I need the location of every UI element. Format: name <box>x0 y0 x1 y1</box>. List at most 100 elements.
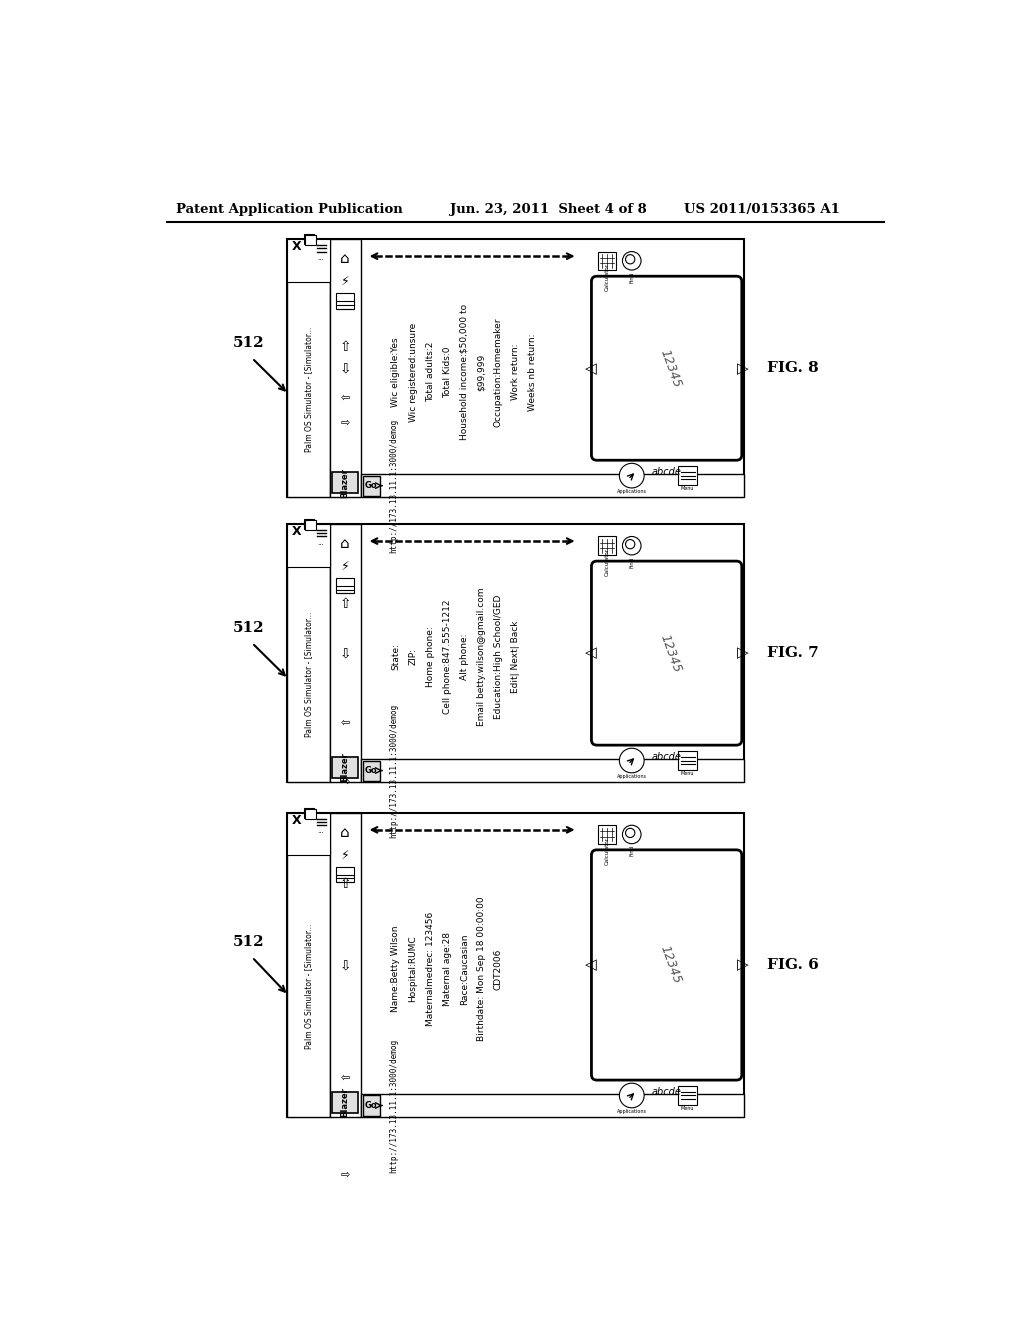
Text: Maternal age:28: Maternal age:28 <box>442 932 452 1006</box>
Text: ...: ... <box>316 540 324 545</box>
Text: 512: 512 <box>232 620 264 635</box>
Bar <box>330 524 360 781</box>
Text: http://173.13.11.1:3000/demog: http://173.13.11.1:3000/demog <box>389 418 398 553</box>
Bar <box>304 519 314 529</box>
Text: Race:Caucasian: Race:Caucasian <box>460 933 469 1005</box>
Text: abcde: abcde <box>651 1086 682 1097</box>
Text: Hospital:RUMC: Hospital:RUMC <box>409 936 418 1002</box>
FancyBboxPatch shape <box>592 850 741 1080</box>
Circle shape <box>620 1084 644 1107</box>
Text: ⌂: ⌂ <box>340 251 350 267</box>
Text: Cell phone:847.555-1212: Cell phone:847.555-1212 <box>442 599 452 714</box>
Circle shape <box>623 536 641 554</box>
Bar <box>336 293 354 309</box>
Circle shape <box>623 252 641 271</box>
Bar <box>330 813 360 1117</box>
Bar <box>287 813 744 1117</box>
Text: ⇦: ⇦ <box>340 392 349 403</box>
Text: Blazer: Blazer <box>341 1088 349 1117</box>
Text: ▷: ▷ <box>736 360 749 376</box>
Text: Find: Find <box>630 272 634 282</box>
Bar <box>336 867 354 882</box>
Circle shape <box>620 463 644 488</box>
Text: Alt phone:: Alt phone: <box>460 634 469 680</box>
Text: ◁: ◁ <box>585 360 597 376</box>
Text: Wic eligible:Yes: Wic eligible:Yes <box>391 338 400 407</box>
Text: ZIP:: ZIP: <box>409 648 418 665</box>
Text: 512: 512 <box>232 335 264 350</box>
Bar <box>678 1086 697 1105</box>
Bar <box>598 536 616 554</box>
Text: Palm OS Simulator - [Simulator...: Palm OS Simulator - [Simulator... <box>304 611 312 737</box>
Bar <box>362 760 380 780</box>
Text: Edit| Next| Back: Edit| Next| Back <box>511 620 520 693</box>
Bar <box>287 813 330 855</box>
Text: Calculator: Calculator <box>604 548 609 576</box>
Circle shape <box>626 540 635 549</box>
Text: Maternalmedrec: 123456: Maternalmedrec: 123456 <box>426 912 434 1026</box>
Circle shape <box>626 255 635 264</box>
Text: ...: ... <box>316 829 324 834</box>
Text: Email betty.wilson@gmail.com: Email betty.wilson@gmail.com <box>477 587 485 726</box>
Bar <box>678 466 697 484</box>
Text: ⚡: ⚡ <box>341 849 349 862</box>
Text: 512: 512 <box>232 935 264 949</box>
Bar <box>360 474 744 498</box>
Text: Patent Application Publication: Patent Application Publication <box>176 203 402 216</box>
Text: Calculator: Calculator <box>604 837 609 865</box>
Text: Menu: Menu <box>681 486 694 491</box>
Bar <box>304 234 314 244</box>
Text: Find: Find <box>630 556 634 568</box>
Text: Total Kids:0: Total Kids:0 <box>442 346 452 397</box>
Text: Palm OS Simulator - [Simulator...: Palm OS Simulator - [Simulator... <box>304 327 312 451</box>
Bar <box>332 1092 358 1113</box>
Bar <box>332 756 358 779</box>
Bar <box>678 751 697 770</box>
Text: Occupation:Homemaker: Occupation:Homemaker <box>494 317 503 426</box>
Text: ⇨: ⇨ <box>340 776 349 787</box>
Text: US 2011/0153365 A1: US 2011/0153365 A1 <box>684 203 841 216</box>
Text: ⌂: ⌂ <box>340 825 350 840</box>
Text: Applications: Applications <box>616 1109 647 1114</box>
Text: Name:Betty Wilson: Name:Betty Wilson <box>391 925 400 1012</box>
Text: ⇩: ⇩ <box>339 958 351 972</box>
Text: Palm OS Simulator - [Simulator...: Palm OS Simulator - [Simulator... <box>304 924 312 1049</box>
Text: ▷: ▷ <box>736 645 749 660</box>
Bar <box>598 825 616 843</box>
Text: Home phone:: Home phone: <box>426 627 434 688</box>
Text: Blazer: Blazer <box>341 752 349 783</box>
FancyBboxPatch shape <box>592 561 741 744</box>
Bar <box>287 239 330 498</box>
Bar <box>305 235 315 246</box>
Text: State:: State: <box>391 643 400 671</box>
Text: ⌂: ⌂ <box>340 536 350 550</box>
Text: Household income:$50,000 to: Household income:$50,000 to <box>460 304 469 440</box>
Text: Go: Go <box>365 1101 378 1110</box>
Text: 12345: 12345 <box>657 944 683 986</box>
Text: X: X <box>292 814 301 828</box>
Text: Applications: Applications <box>616 490 647 494</box>
Bar <box>330 239 360 498</box>
Text: ⚡: ⚡ <box>341 275 349 288</box>
Text: ⇧: ⇧ <box>339 878 351 891</box>
Bar <box>287 239 744 498</box>
Text: http://173.13.11.1:3000/demog: http://173.13.11.1:3000/demog <box>389 704 398 838</box>
Text: Menu: Menu <box>681 771 694 776</box>
Text: 12345: 12345 <box>657 632 683 675</box>
Text: X: X <box>292 525 301 539</box>
Bar <box>305 809 315 818</box>
Circle shape <box>623 825 641 843</box>
Text: abcde: abcde <box>651 751 682 762</box>
Text: CDT2006: CDT2006 <box>494 948 503 990</box>
Text: Work return:: Work return: <box>511 343 520 400</box>
Text: Birthdate: Mon Sep 18 00:00:00: Birthdate: Mon Sep 18 00:00:00 <box>477 896 485 1041</box>
Text: $99,999: $99,999 <box>477 354 485 391</box>
Text: X: X <box>292 240 301 253</box>
Bar <box>287 524 330 781</box>
FancyBboxPatch shape <box>592 276 741 461</box>
Text: ⇧: ⇧ <box>339 597 351 611</box>
Text: FIG. 8: FIG. 8 <box>767 362 819 375</box>
Bar <box>304 808 314 817</box>
Text: Calculator: Calculator <box>604 263 609 290</box>
Bar <box>287 239 330 281</box>
